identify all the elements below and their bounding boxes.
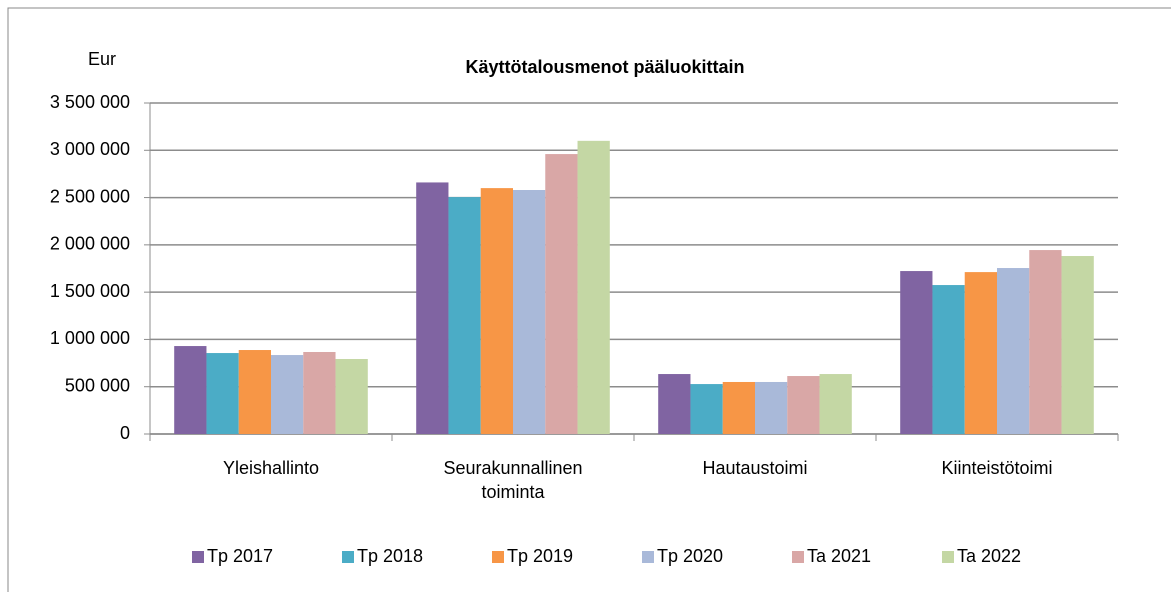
bar (545, 154, 578, 434)
bar (513, 190, 546, 434)
bar (997, 268, 1030, 434)
y-tick-label: 0 (120, 423, 130, 443)
x-tick-label: Hautaustoimi (702, 458, 808, 478)
y-tick-label: 2 500 000 (50, 186, 130, 206)
y-tick-label: 1 000 000 (50, 328, 130, 348)
y-tick-label: 500 000 (65, 375, 130, 395)
y-axis-label: Eur (88, 49, 116, 69)
y-tick-label: 1 500 000 (50, 281, 130, 301)
bar (722, 381, 755, 434)
bar (900, 271, 933, 434)
bar (964, 272, 997, 434)
bar (238, 350, 271, 434)
bar (1061, 256, 1094, 434)
bar (658, 374, 691, 434)
y-tick-label: 2 000 000 (50, 234, 130, 254)
legend-swatch (942, 551, 954, 563)
legend-label: Tp 2018 (357, 546, 423, 566)
bar (787, 376, 820, 434)
y-tick-label: 3 000 000 (50, 139, 130, 159)
bar (755, 381, 788, 434)
bar (448, 197, 481, 434)
y-tick-label: 3 500 000 (50, 92, 130, 112)
legend-swatch (792, 551, 804, 563)
bar (819, 374, 852, 434)
chart-border (7, 7, 1171, 592)
bar (577, 140, 610, 435)
legend-swatch (492, 551, 504, 563)
x-tick-label: Seurakunnallinen toiminta (443, 458, 583, 502)
legend-swatch (192, 551, 204, 563)
bar (174, 346, 207, 434)
legend-label: Tp 2019 (507, 546, 573, 566)
bar (303, 352, 336, 434)
bar (206, 353, 239, 434)
bar (932, 285, 965, 434)
bar (416, 182, 449, 434)
bar (480, 188, 513, 434)
legend-label: Ta 2022 (957, 546, 1021, 566)
legend-swatch (642, 551, 654, 563)
legend-swatch (342, 551, 354, 563)
legend-label: Tp 2020 (657, 546, 723, 566)
bar (271, 355, 304, 434)
legend-label: Tp 2017 (207, 546, 273, 566)
x-tick-label: Yleishallinto (222, 458, 320, 478)
legend-label: Ta 2021 (807, 546, 871, 566)
chart-title: Käyttötalousmenot pääluokittain (465, 57, 744, 77)
bar (1029, 250, 1062, 434)
x-tick-label: Kiinteistötoimi (941, 458, 1053, 478)
bar (335, 359, 368, 434)
bar (690, 384, 723, 434)
